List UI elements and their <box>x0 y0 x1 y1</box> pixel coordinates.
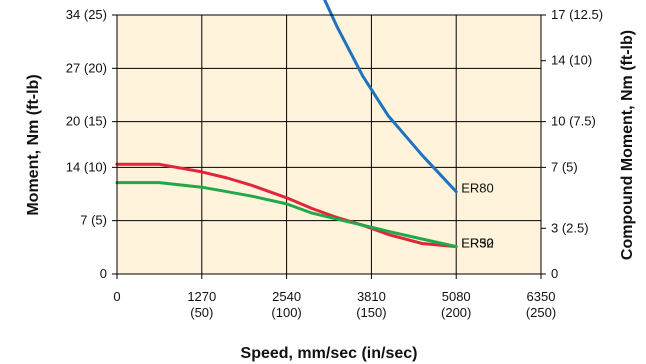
y2-tick-label-3: 10 (7.5) <box>551 114 596 129</box>
y-axis-title: Moment, Nm (ft-lb) <box>25 74 42 215</box>
x-tick-label-4: 5080 <box>442 289 471 304</box>
series-line-er80 <box>323 0 458 194</box>
y-tick-label-2: 14 (10) <box>66 159 107 174</box>
series-layer <box>115 0 458 249</box>
x-tick-label-0: 0 <box>113 289 120 304</box>
y2-tick-label-1: 3 (2.5) <box>551 220 589 235</box>
y-tick-label-4: 27 (20) <box>66 60 107 75</box>
series-label-er32: ER32 <box>461 236 494 251</box>
series-line-er50 <box>115 162 458 249</box>
y2-tick-label-2: 7 (5) <box>551 159 578 174</box>
x-tick-sublabel-3: (150) <box>356 305 386 320</box>
y2-tick-label-0: 0 <box>551 266 558 281</box>
x-tick-sublabel-4: (200) <box>441 305 471 320</box>
x-tick-label-5: 6350 <box>527 289 556 304</box>
x-tick-sublabel-1: (50) <box>190 305 213 320</box>
plot-area <box>117 15 541 274</box>
y-tick-label-5: 34 (25) <box>66 7 107 22</box>
y2-axis-title: Compound Moment, Nm (ft-lb) <box>619 30 636 260</box>
series-label-er50: ER50 <box>461 236 494 251</box>
x-tick-sublabel-2: (100) <box>271 305 301 320</box>
x-tick-sublabel-5: (250) <box>526 305 556 320</box>
y-tick-label-0: 0 <box>100 266 107 281</box>
y2-tick-label-5: 17 (12.5) <box>551 7 603 22</box>
series-line-er32 <box>115 181 458 249</box>
plot-frame <box>116 14 542 275</box>
series-label-er80: ER80 <box>461 181 494 196</box>
y2-tick-label-4: 14 (10) <box>551 53 592 68</box>
y-tick-labels: 0 7 (5) 14 (10) 20 (15) 27 (20) 34 (25) <box>66 7 107 281</box>
y-tick-label-1: 7 (5) <box>80 213 107 228</box>
x-axis-title: Speed, mm/sec (in/sec) <box>241 345 418 362</box>
x-tick-labels: 0 1270(50) 2540(100) 3810(150) 5080(200) 6350… <box>113 289 556 320</box>
x-tick-label-2: 2540 <box>272 289 301 304</box>
y-tick-label-3: 20 (15) <box>66 114 107 129</box>
x-tick-label-1: 1270 <box>187 289 216 304</box>
x-tick-label-3: 3810 <box>357 289 386 304</box>
y2-tick-labels: 0 3 (2.5) 7 (5) 10 (7.5) 14 (10) 17 (12.5) <box>551 7 603 281</box>
